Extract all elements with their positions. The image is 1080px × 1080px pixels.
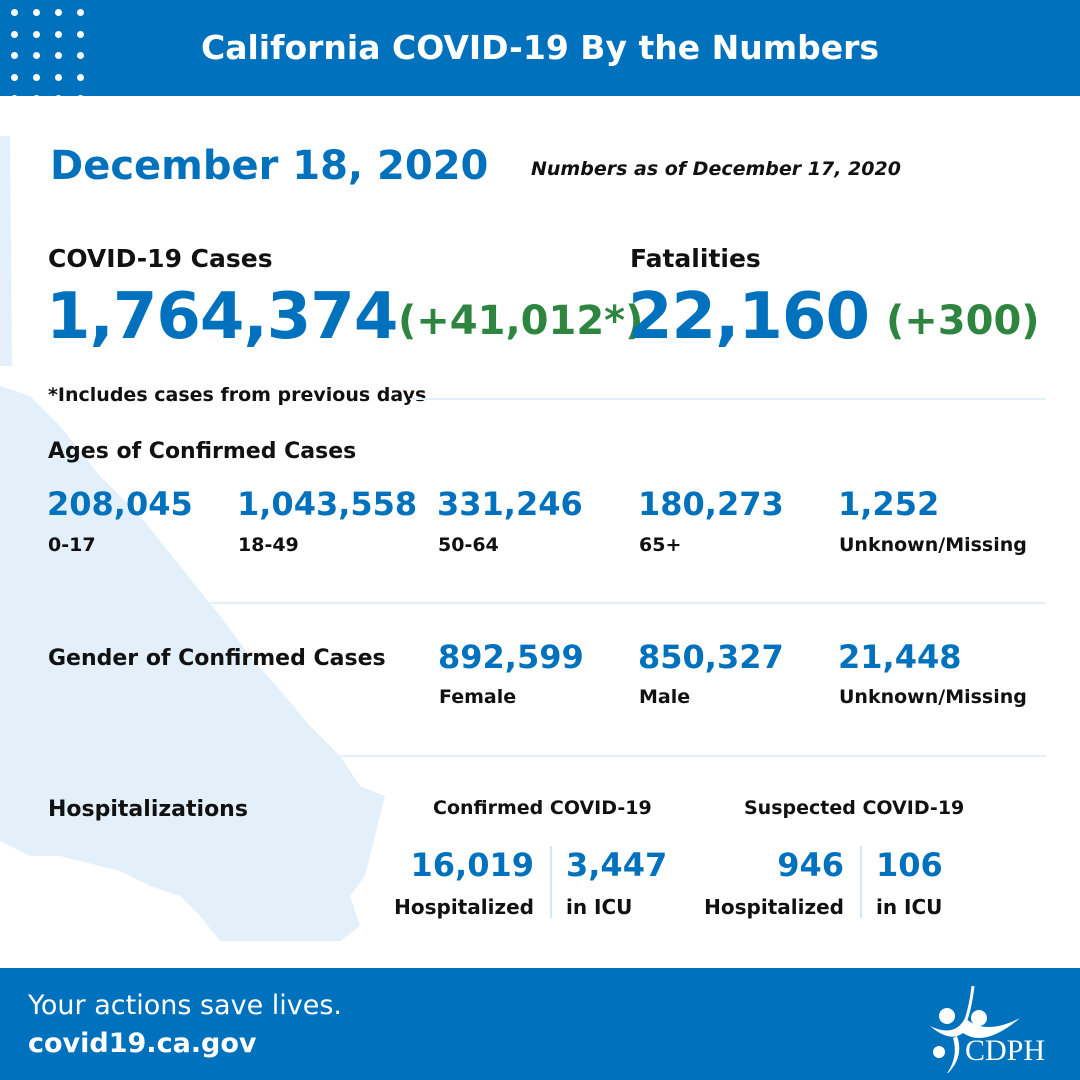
gender-category: Unknown/Missing xyxy=(839,686,1027,708)
suspected-hospitalized-value: 946 xyxy=(777,846,844,884)
ages-category: 65+ xyxy=(639,534,682,556)
dot xyxy=(77,9,84,16)
confirmed-icu-value: 3,447 xyxy=(566,846,668,884)
gender-category: Female xyxy=(439,686,517,708)
dot xyxy=(33,74,40,81)
dot xyxy=(77,31,84,38)
suspected-icu-value: 106 xyxy=(876,846,943,884)
dot xyxy=(55,52,62,59)
dot xyxy=(33,95,40,102)
dot xyxy=(55,9,62,16)
ages-value: 1,252 xyxy=(838,485,940,523)
separator xyxy=(550,846,552,918)
fatalities-total: 22,160 xyxy=(628,280,870,354)
dot xyxy=(55,95,62,102)
confirmed-hospitalized-value: 16,019 xyxy=(410,846,534,884)
tagline: Your actions save lives. xyxy=(28,990,343,1021)
ages-value: 331,246 xyxy=(437,485,583,523)
divider xyxy=(200,602,1046,604)
dot xyxy=(11,31,18,38)
fatalities-label: Fatalities xyxy=(630,244,761,273)
footer-banner: Your actions save lives. covid19.ca.gov … xyxy=(0,968,1080,1080)
cases-change: (+41,012*) xyxy=(398,298,644,344)
divider xyxy=(410,398,1046,400)
california-map-graphic xyxy=(0,136,385,941)
website-link[interactable]: covid19.ca.gov xyxy=(28,1028,257,1059)
dot xyxy=(77,52,84,59)
dot xyxy=(55,74,62,81)
dot xyxy=(11,9,18,16)
ages-value: 1,043,558 xyxy=(237,485,418,523)
ages-label: Ages of Confirmed Cases xyxy=(48,439,357,464)
ages-category: 50-64 xyxy=(438,534,499,556)
cases-note: *Includes cases from previous days xyxy=(48,384,427,406)
fatalities-change: (+300) xyxy=(886,298,1040,344)
ages-category: 0-17 xyxy=(48,534,96,556)
gender-value: 892,599 xyxy=(438,638,584,676)
header-banner: California COVID-19 By the Numbers xyxy=(0,0,1080,102)
dot xyxy=(33,9,40,16)
divider xyxy=(340,755,1046,757)
ages-category: Unknown/Missing xyxy=(839,534,1027,556)
dot xyxy=(77,95,84,102)
confirmed-label: Confirmed COVID-19 xyxy=(433,797,652,819)
suspected-hospitalized-label: Hospitalized xyxy=(704,895,844,919)
hospitalizations-label: Hospitalizations xyxy=(48,797,248,822)
ages-value: 208,045 xyxy=(47,485,193,523)
page-title: California COVID-19 By the Numbers xyxy=(201,28,879,67)
suspected-icu-label: in ICU xyxy=(876,895,943,919)
cases-label: COVID-19 Cases xyxy=(48,244,273,273)
cdph-logo: CDPH xyxy=(925,978,1055,1076)
dot xyxy=(11,74,18,81)
separator xyxy=(860,846,862,918)
cases-total: 1,764,374 xyxy=(46,280,398,354)
confirmed-icu-label: in ICU xyxy=(566,895,633,919)
gender-category: Male xyxy=(639,686,691,708)
gender-value: 850,327 xyxy=(638,638,784,676)
dot xyxy=(11,52,18,59)
suspected-label: Suspected COVID-19 xyxy=(744,797,965,819)
dot xyxy=(55,31,62,38)
as-of-date: Numbers as of December 17, 2020 xyxy=(531,158,901,180)
gender-value: 21,448 xyxy=(838,638,962,676)
ages-value: 180,273 xyxy=(638,485,784,523)
confirmed-hospitalized-label: Hospitalized xyxy=(394,895,534,919)
ages-category: 18-49 xyxy=(238,534,299,556)
cdph-logo-text: CDPH xyxy=(965,1034,1046,1067)
dot xyxy=(11,95,18,102)
dot xyxy=(33,52,40,59)
dot xyxy=(33,31,40,38)
dot xyxy=(77,74,84,81)
report-date: December 18, 2020 xyxy=(50,143,489,189)
gender-label: Gender of Confirmed Cases xyxy=(48,646,386,671)
